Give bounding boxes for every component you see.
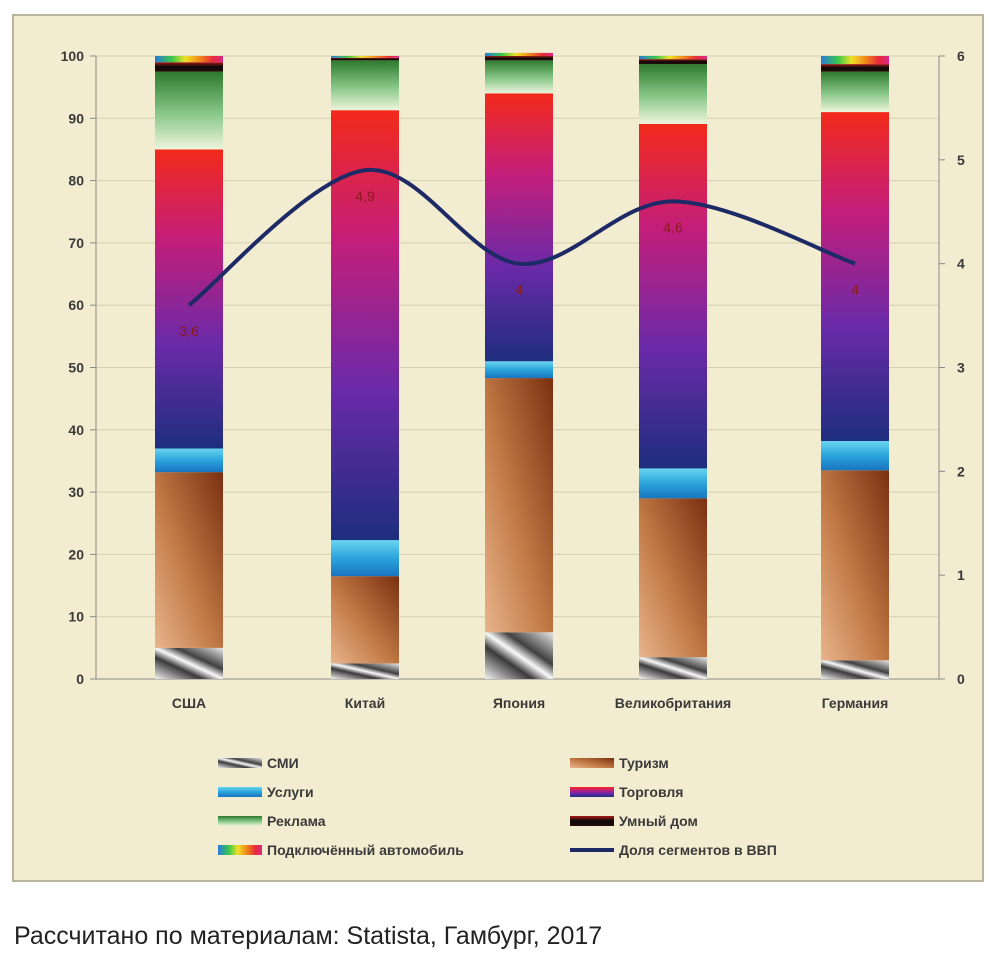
legend-item-trade: Торговля [570, 784, 683, 800]
y2-tick-label: 5 [957, 152, 965, 168]
y-tick-label: 0 [76, 671, 84, 687]
legend-item-tourism: Туризм [570, 755, 669, 771]
bar-tourism [331, 576, 399, 664]
bar-tourism [639, 498, 707, 658]
legend-swatch [570, 758, 614, 768]
legend-item-smart-home: Умный дом [570, 813, 698, 829]
bar-smart-home [639, 59, 707, 65]
bar-advertising [331, 60, 399, 111]
y-tick-label: 30 [68, 484, 84, 500]
bar-advertising [639, 64, 707, 124]
legend-label: Торговля [619, 784, 683, 800]
bar-advertising [821, 71, 889, 113]
y2-tick-label: 2 [957, 463, 965, 479]
y2-tick-label: 4 [957, 256, 965, 272]
bar-services [821, 441, 889, 471]
y-tick-label: 50 [68, 360, 84, 376]
legend-swatch [218, 787, 262, 797]
stacked-bar-chart: 0 10 20 30 40 50 60 70 80 90 100 0 1 2 3 4 5 6 3,6 4,9 4 4,… [61, 48, 965, 858]
legend-label: Подключённый автомобиль [267, 842, 464, 858]
bar-smi [155, 647, 223, 679]
legend-swatch [218, 845, 262, 855]
y2-tick-label: 3 [957, 360, 965, 376]
bar-advertising [155, 71, 223, 150]
source-note: Рассчитано по материалам: Statista, Гамб… [14, 922, 603, 950]
y2-tick-label: 6 [957, 48, 965, 64]
y-tick-label: 70 [68, 235, 84, 251]
bar-tourism [155, 472, 223, 648]
gdp-share-label: 4,9 [355, 188, 375, 204]
gdp-share-label: 4,6 [663, 219, 683, 235]
y2-tick-label: 0 [957, 671, 965, 687]
gdp-share-label: 3,6 [179, 323, 199, 339]
legend-label: Туризм [619, 755, 669, 771]
legend-swatch [570, 816, 614, 826]
legend-item-connected-car: Подключённый автомобиль [218, 842, 464, 858]
bar-connected-car [639, 56, 707, 60]
y-tick-label: 10 [68, 609, 84, 625]
bar-connected-car [155, 56, 223, 63]
bar-smi [331, 663, 399, 679]
gdp-share-label: 4 [515, 282, 523, 298]
bar-trade [821, 112, 889, 442]
bar-advertising [485, 60, 553, 94]
y-tick-label: 90 [68, 110, 84, 126]
legend-label: Услуги [267, 784, 314, 800]
bar-trade [639, 123, 707, 469]
legend-swatch [218, 816, 262, 826]
x-category-label: Великобритания [615, 695, 731, 711]
bar-services [485, 361, 553, 379]
bar-trade [485, 93, 553, 362]
gdp-share-label: 4 [851, 282, 859, 298]
bar-smart-home [485, 56, 553, 61]
bar-smart-home [821, 64, 889, 72]
legend-label: Доля сегментов в ВВП [619, 842, 777, 858]
legend-swatch [570, 787, 614, 797]
chart-frame: 0 10 20 30 40 50 60 70 80 90 100 0 1 2 3 4 5 6 3,6 4,9 4 4,… [12, 14, 984, 882]
bar-services [639, 468, 707, 499]
x-category-label: Германия [822, 695, 889, 711]
x-category-label: Китай [345, 695, 385, 711]
bar-tourism [821, 470, 889, 661]
bar-connected-car [331, 56, 399, 58]
legend-item-smi: СМИ [218, 755, 299, 771]
legend-label: СМИ [267, 755, 299, 771]
gdp-share-line [187, 168, 856, 307]
y-tick-label: 40 [68, 422, 84, 438]
bar-smi [821, 660, 889, 679]
legend-item-services: Услуги [218, 784, 314, 800]
bar-connected-car [485, 52, 553, 56]
bar-connected-car [821, 56, 889, 65]
legend-label: Реклама [267, 813, 326, 829]
bar-trade [331, 110, 399, 541]
legend-swatch [218, 758, 262, 768]
y-tick-label: 60 [68, 297, 84, 313]
y-tick-label: 20 [68, 546, 84, 562]
y-tick-label: 100 [61, 48, 85, 64]
legend-item-gdp-share: Доля сегментов в ВВП [570, 842, 777, 858]
bar-tourism [485, 378, 553, 633]
y-tick-label: 80 [68, 173, 84, 189]
bar-trade [155, 149, 223, 449]
x-category-label: США [172, 695, 206, 711]
bar-services [155, 448, 223, 473]
bar-smart-home [155, 62, 223, 72]
bar-smart-home [331, 57, 399, 61]
x-category-label: Япония [493, 695, 545, 711]
y2-tick-label: 1 [957, 567, 965, 583]
bar-services [331, 540, 399, 577]
bar-smi [485, 632, 553, 679]
bar-smi [639, 657, 707, 679]
legend-item-advertising: Реклама [218, 813, 326, 829]
legend-label: Умный дом [619, 813, 698, 829]
